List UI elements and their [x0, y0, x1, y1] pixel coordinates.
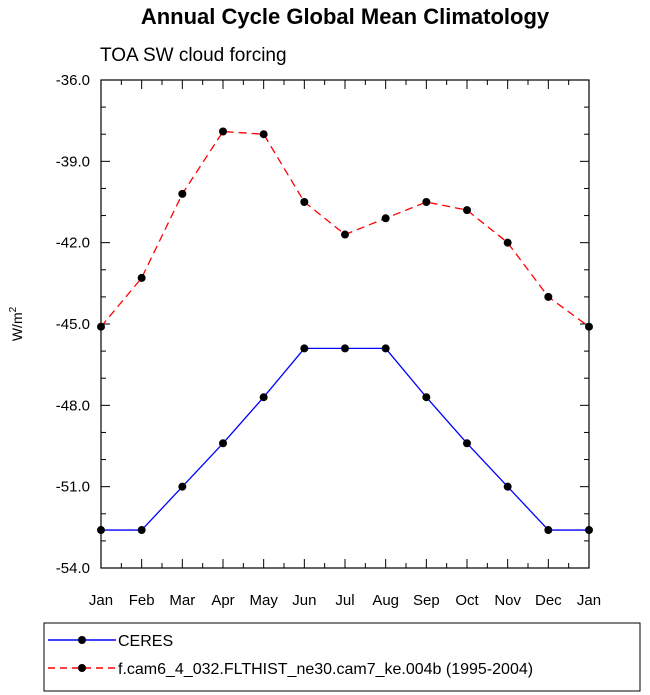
y-axis-label-superscript: 2 — [8, 306, 19, 312]
x-tick-label: Nov — [494, 592, 521, 609]
y-tick-label: -42.0 — [56, 235, 90, 252]
series-1-point — [259, 130, 268, 139]
x-tick-label: Sep — [413, 592, 440, 609]
x-tick-label: May — [249, 592, 278, 609]
series-0-point — [300, 344, 309, 353]
x-tick-label: Jan — [89, 592, 113, 609]
y-tick-label: -54.0 — [56, 560, 90, 577]
chart-title: Annual Cycle Global Mean Climatology — [141, 4, 550, 29]
x-tick-label: Dec — [535, 592, 562, 609]
series-1-point — [422, 198, 431, 206]
x-tick-label: Apr — [211, 592, 234, 609]
legend-marker-ceres — [78, 636, 86, 644]
series-0-point — [381, 344, 390, 353]
series-1-point — [544, 292, 553, 301]
series-0-point — [585, 526, 593, 535]
series-0-point — [97, 526, 105, 535]
series-0-point — [422, 393, 431, 402]
axis-tick-labels: -36.0 -39.0 -42.0 -45.0 -48.0 -51.0 -54.0 Jan Fe… — [56, 72, 601, 609]
legend-label-model: f.cam6_4_032.FLTHIST_ne30.cam7_ke.004b (… — [118, 661, 533, 678]
y-tick-label: -45.0 — [56, 316, 90, 333]
series-1-point — [585, 322, 593, 331]
series-0-point — [178, 482, 187, 491]
legend-box — [43, 622, 641, 692]
legend-label-ceres: CERES — [118, 633, 173, 650]
series-0-point — [219, 439, 227, 448]
chart-subtitle: TOA SW cloud forcing — [100, 45, 287, 66]
series-1-point — [137, 273, 146, 282]
y-tick-label: -48.0 — [56, 397, 90, 414]
series-1-point — [300, 198, 309, 206]
y-axis-title: W/m2 — [8, 306, 25, 341]
series-0-point — [137, 526, 146, 535]
series-layer — [97, 127, 593, 535]
series-1-point — [381, 214, 390, 223]
series-1-point — [178, 189, 187, 198]
series-0-point — [341, 344, 349, 353]
series-line-0 — [101, 347, 589, 531]
x-tick-label: Jan — [577, 592, 601, 609]
series-0-point — [503, 482, 512, 491]
series-1-point — [341, 230, 349, 239]
series-1-point — [97, 322, 105, 331]
series-line-1 — [100, 130, 590, 328]
x-tick-label: Oct — [455, 592, 479, 609]
legend: CERES f.cam6_4_032.FLTHIST_ne30.cam7_ke.… — [43, 622, 641, 692]
series-0-point — [259, 393, 268, 402]
x-tick-label: Mar — [169, 592, 195, 609]
legend-marker-model — [78, 664, 86, 672]
y-tick-label: -36.0 — [56, 72, 90, 89]
y-tick-label: -51.0 — [56, 479, 90, 496]
series-1-point — [463, 206, 471, 215]
x-tick-label: Jun — [292, 592, 316, 609]
series-1-point — [219, 127, 227, 136]
series-0-point — [544, 526, 553, 535]
axis-ticks — [100, 79, 590, 569]
series-0-point — [463, 439, 471, 448]
svg-text:W/m2: W/m2 — [8, 306, 25, 341]
x-tick-label: Aug — [372, 592, 399, 609]
y-axis-label-text: W/m — [9, 312, 25, 341]
series-1-point — [503, 238, 512, 247]
y-tick-label: -39.0 — [56, 153, 90, 170]
x-tick-label: Jul — [335, 592, 354, 609]
x-tick-label: Feb — [129, 592, 155, 609]
